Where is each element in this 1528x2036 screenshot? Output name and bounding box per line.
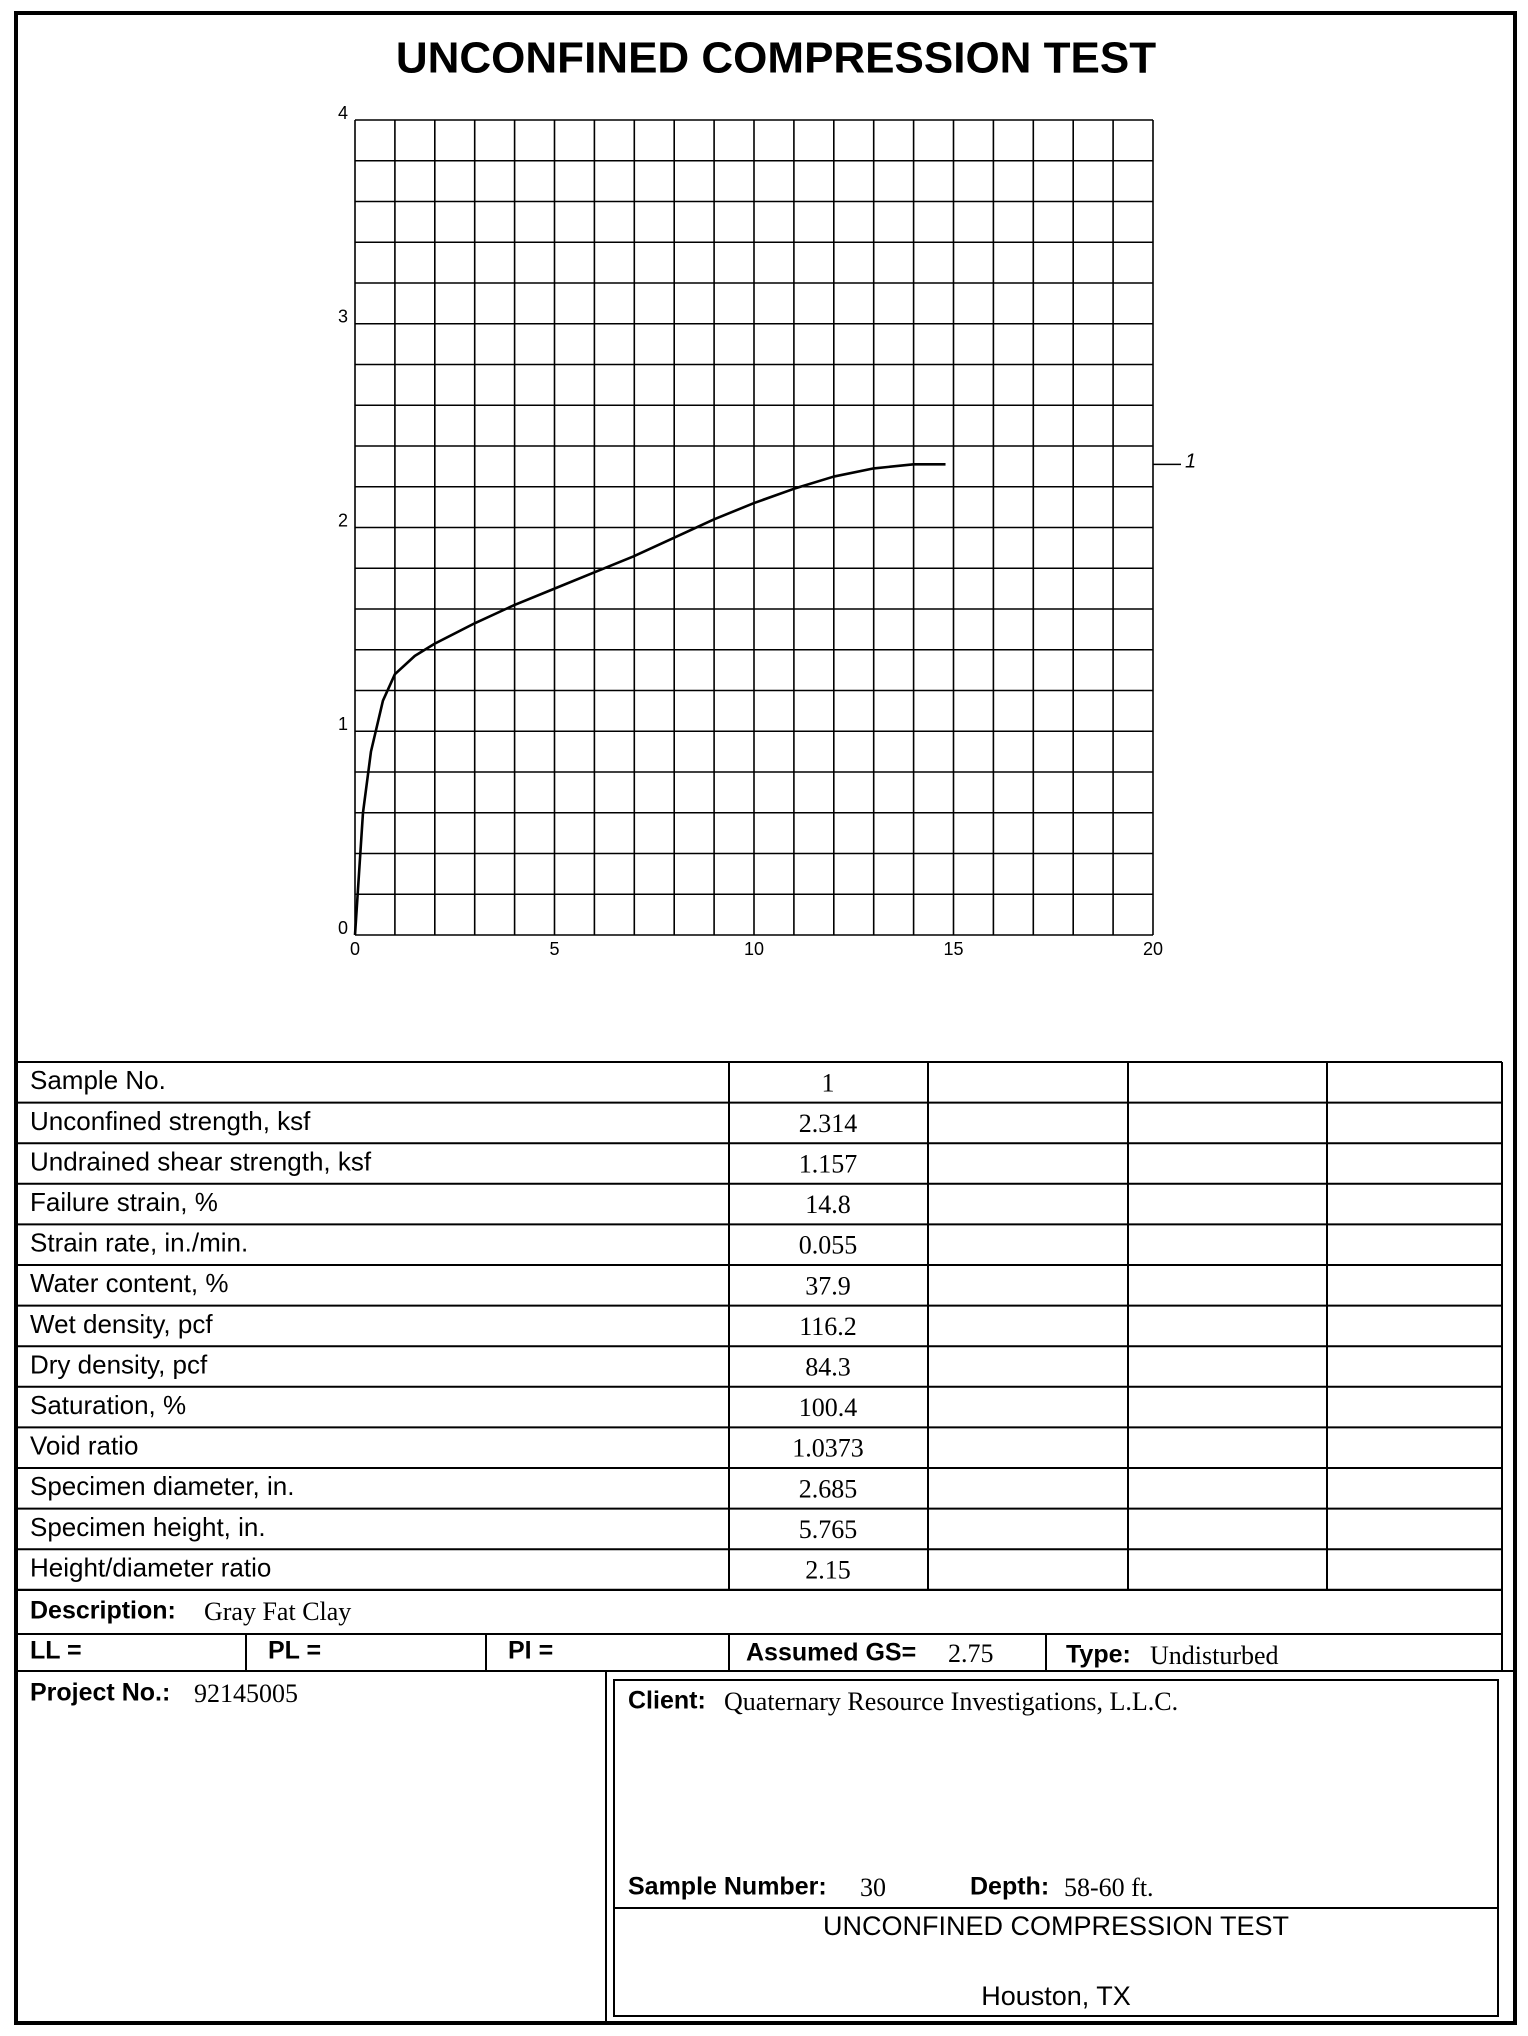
project-value: 92145005 bbox=[194, 1679, 298, 1708]
x-tick-label: 15 bbox=[943, 939, 963, 959]
series-label: 1 bbox=[1185, 451, 1196, 473]
row-label: Undrained shear strength, ksf bbox=[30, 1146, 372, 1176]
row-label: Specimen height, in. bbox=[30, 1512, 266, 1542]
x-tick-label: 0 bbox=[350, 939, 360, 959]
row-value: 1.157 bbox=[799, 1149, 858, 1178]
row-value: 1 bbox=[822, 1068, 835, 1097]
row-label: Specimen diameter, in. bbox=[30, 1471, 294, 1501]
row-label: Void ratio bbox=[30, 1431, 138, 1461]
row-value: 37.9 bbox=[805, 1271, 851, 1300]
row-label: Height/diameter ratio bbox=[30, 1552, 271, 1582]
x-tick-label: 20 bbox=[1143, 939, 1163, 959]
row-label: Water content, % bbox=[30, 1268, 228, 1298]
row-value: 2.685 bbox=[799, 1474, 858, 1503]
footer-title: UNCONFINED COMPRESSION TEST bbox=[823, 1911, 1289, 1941]
description-value: Gray Fat Clay bbox=[204, 1597, 351, 1626]
row-value: 5.765 bbox=[799, 1515, 858, 1544]
row-value: 100.4 bbox=[799, 1393, 858, 1422]
depth-label: Depth: bbox=[970, 1873, 1049, 1901]
report-title: UNCONFINED COMPRESSION TEST bbox=[396, 34, 1156, 83]
row-value: 2.15 bbox=[805, 1555, 851, 1584]
row-value: 116.2 bbox=[799, 1312, 857, 1341]
sample-number-value: 30 bbox=[860, 1873, 886, 1902]
row-label: Unconfined strength, ksf bbox=[30, 1106, 311, 1136]
data-line bbox=[353, 463, 946, 936]
client-value: Quaternary Resource Investigations, L.L.… bbox=[724, 1687, 1178, 1716]
row-label: Sample No. bbox=[30, 1065, 166, 1095]
type-label: Type: bbox=[1066, 1641, 1131, 1669]
ll-label: LL = bbox=[30, 1637, 82, 1665]
row-label: Wet density, pcf bbox=[30, 1309, 213, 1339]
pi-label: PI = bbox=[508, 1637, 553, 1665]
x-tick-label: 10 bbox=[744, 939, 764, 959]
row-value: 1.0373 bbox=[792, 1434, 864, 1463]
project-label: Project No.: bbox=[30, 1679, 170, 1707]
x-tick-label: 5 bbox=[549, 939, 559, 959]
row-label: Strain rate, in./min. bbox=[30, 1228, 248, 1258]
y-tick-label: 3 bbox=[338, 307, 348, 327]
depth-value: 58-60 ft. bbox=[1064, 1873, 1154, 1902]
footer-location: Houston, TX bbox=[981, 1981, 1131, 2011]
row-value: 14.8 bbox=[805, 1190, 851, 1219]
description-label: Description: bbox=[30, 1597, 176, 1625]
y-tick-label: 4 bbox=[338, 103, 348, 123]
gs-value: 2.75 bbox=[948, 1639, 994, 1668]
row-value: 2.314 bbox=[799, 1109, 858, 1138]
sample-number-label: Sample Number: bbox=[628, 1873, 827, 1901]
row-label: Failure strain, % bbox=[30, 1187, 218, 1217]
page-border bbox=[14, 11, 1517, 2025]
type-value: Undisturbed bbox=[1150, 1641, 1279, 1670]
row-value: 84.3 bbox=[805, 1352, 851, 1381]
row-label: Dry density, pcf bbox=[30, 1349, 208, 1379]
y-tick-label: 1 bbox=[338, 714, 348, 734]
gs-label: Assumed GS= bbox=[746, 1639, 916, 1667]
y-tick-label: 2 bbox=[338, 510, 348, 530]
client-label: Client: bbox=[628, 1687, 706, 1715]
row-label: Saturation, % bbox=[30, 1390, 186, 1420]
row-value: 0.055 bbox=[799, 1231, 858, 1260]
y-tick-label: 0 bbox=[338, 918, 348, 938]
pl-label: PL = bbox=[268, 1637, 321, 1665]
